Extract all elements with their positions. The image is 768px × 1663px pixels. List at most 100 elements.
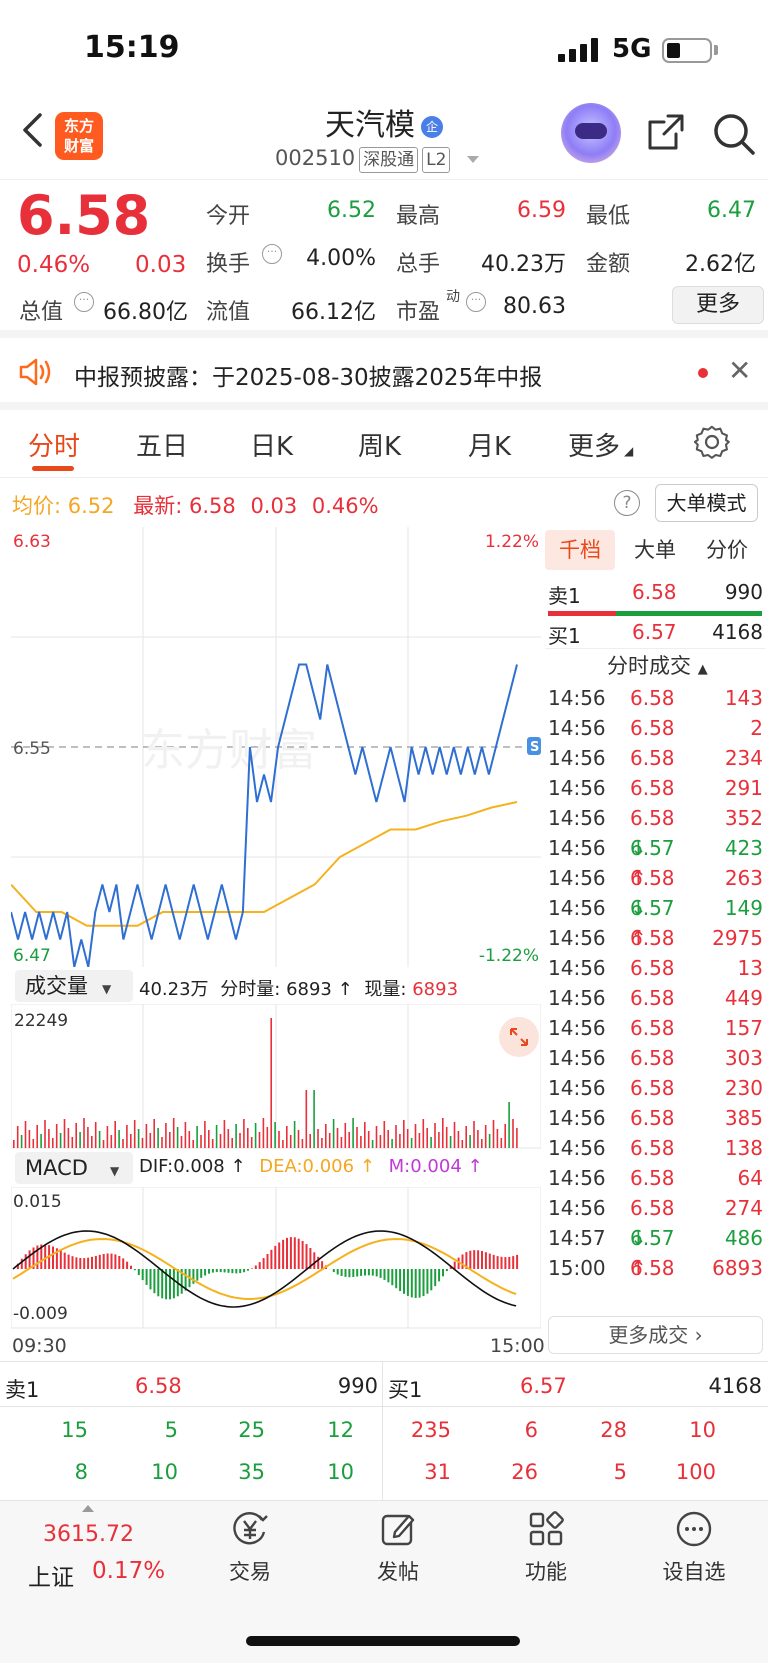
macd-bar <box>126 1261 129 1269</box>
info-dots-icon[interactable]: ··· <box>262 244 282 264</box>
open-label: 今开 <box>206 204 251 229</box>
share-icon[interactable] <box>646 112 686 152</box>
macd-bar <box>208 1269 210 1274</box>
volume-bar <box>200 1135 202 1148</box>
macd-bar <box>258 1262 261 1269</box>
intraday-chart[interactable]: 东方财富 6.63 6.55 6.47 1.22% -1.22% S <box>11 527 541 967</box>
ob-depth-cell: 8 <box>74 1460 88 1484</box>
mktcap-label: 总值 <box>19 300 64 325</box>
home-indicator[interactable] <box>246 1636 520 1646</box>
index-pct: 0.17% <box>92 1558 166 1584</box>
volume-bar <box>313 1090 315 1148</box>
trade-row: 14:56 6.58 449 <box>548 986 763 1010</box>
nav-add-watchlist[interactable]: 设自选 <box>644 1510 744 1586</box>
macd-bar <box>430 1269 433 1291</box>
notice-banner[interactable] <box>0 338 768 410</box>
svg-text:S: S <box>530 740 539 755</box>
mktcap-value: 66.80亿 <box>103 300 188 325</box>
tab-daily-k[interactable]: 日K <box>250 432 294 462</box>
macd-bar <box>301 1241 304 1269</box>
macd-bar <box>274 1245 277 1269</box>
volume-bar <box>165 1123 167 1148</box>
network-type: 5G <box>612 34 652 64</box>
macd-bar <box>59 1250 62 1269</box>
volume-bar <box>426 1128 428 1148</box>
ob-depth-cell: 15 <box>61 1418 88 1442</box>
info-dots-icon[interactable]: ··· <box>466 292 486 312</box>
speaker-icon <box>18 356 54 388</box>
macd-bar <box>227 1269 230 1273</box>
volume-bar <box>161 1137 163 1148</box>
volume-bar <box>75 1123 77 1148</box>
info-dots-icon[interactable]: ··· <box>74 292 94 312</box>
macd-bar <box>102 1254 105 1269</box>
search-icon[interactable] <box>712 112 756 156</box>
volume-bar <box>98 1131 101 1148</box>
pe-dynamic-mark: 动 <box>446 289 460 305</box>
volume-bar <box>262 1118 265 1148</box>
volume-bar <box>169 1132 171 1148</box>
assistant-avatar[interactable] <box>561 103 621 163</box>
latest-price: 6.58 <box>188 494 236 518</box>
macd-bar <box>305 1244 308 1269</box>
gear-icon[interactable] <box>693 424 730 460</box>
nav-post[interactable]: 发帖 <box>348 1510 448 1586</box>
volume-bar <box>403 1120 405 1148</box>
grid-icon <box>529 1511 564 1546</box>
back-icon[interactable] <box>18 112 48 148</box>
trade-row: 14:56 6.58 230 <box>548 1076 763 1100</box>
tab-monthly-k[interactable]: 月K <box>468 432 512 462</box>
macd-bar <box>153 1269 156 1294</box>
latest-change: 0.03 <box>250 494 298 518</box>
order-book <box>0 1361 768 1501</box>
edit-icon <box>381 1514 415 1546</box>
help-icon[interactable]: ? <box>614 490 640 516</box>
turnover-value: 4.00% <box>306 246 376 271</box>
trades-title[interactable]: 分时成交 ▲ <box>607 654 708 678</box>
volume-bar <box>235 1124 237 1148</box>
index-value[interactable]: 3615.72 <box>43 1522 134 1547</box>
more-trades-button[interactable]: 更多成交 › <box>548 1316 763 1354</box>
volume-bar <box>59 1133 62 1148</box>
volume-bar <box>114 1121 116 1148</box>
tab-large-orders[interactable]: 大单 <box>634 538 676 562</box>
close-icon[interactable]: ✕ <box>728 354 752 387</box>
app-logo[interactable]: 东方 财富 <box>55 112 103 160</box>
macd-bottom-label: -0.009 <box>13 1304 68 1324</box>
volume-label: 总手 <box>396 252 441 277</box>
ob-depth-cell: 100 <box>675 1460 716 1484</box>
volume-bar <box>270 1018 272 1148</box>
volume-indicator-select[interactable]: 成交量 ▼ <box>15 970 133 1002</box>
tab-intraday[interactable]: 分时 <box>28 432 81 462</box>
nav-trade[interactable]: 交易 <box>200 1510 300 1586</box>
volume-bar <box>110 1135 113 1148</box>
change-percent: 0.46% <box>17 252 91 278</box>
stock-title[interactable]: 天汽模企 <box>0 100 768 144</box>
macd-bar <box>465 1252 468 1269</box>
tab-more[interactable]: 更多 ◢ <box>568 432 634 462</box>
low-value: 6.47 <box>707 198 756 223</box>
tab-5day[interactable]: 五日 <box>136 432 189 462</box>
macd-bar <box>488 1253 491 1269</box>
large-order-mode-button[interactable]: 大单模式 <box>655 484 758 522</box>
tab-level-depth[interactable]: 千档 <box>545 530 615 570</box>
macd-bar <box>375 1269 378 1277</box>
y-axis-bottom: 6.47 <box>13 946 51 966</box>
tab-weekly-k[interactable]: 周K <box>358 432 402 462</box>
stock-code: 002510 <box>275 146 356 170</box>
stock-code-row[interactable]: 002510 深股通 L2 <box>275 146 480 173</box>
tab-price-dist[interactable]: 分价 <box>706 538 748 562</box>
index-name[interactable]: 上证 <box>28 1565 74 1591</box>
volume-bar <box>395 1125 397 1148</box>
macd-bar <box>184 1269 187 1291</box>
macd-indicator-select[interactable]: MACD ▼ <box>15 1152 133 1184</box>
nav-functions[interactable]: 功能 <box>496 1510 596 1586</box>
ob-sell1-price: 6.58 <box>135 1374 182 1398</box>
macd-bar <box>422 1269 425 1297</box>
intraday-summary: 均价: 6.52 最新: 6.58 0.03 0.46% <box>12 494 379 518</box>
more-quote-button[interactable]: 更多 <box>672 286 764 324</box>
volume-bar <box>13 1140 15 1148</box>
trade-row: 14:56 6.58 385 <box>548 1106 763 1130</box>
volume-bar <box>172 1118 175 1148</box>
high-label: 最高 <box>396 204 441 229</box>
